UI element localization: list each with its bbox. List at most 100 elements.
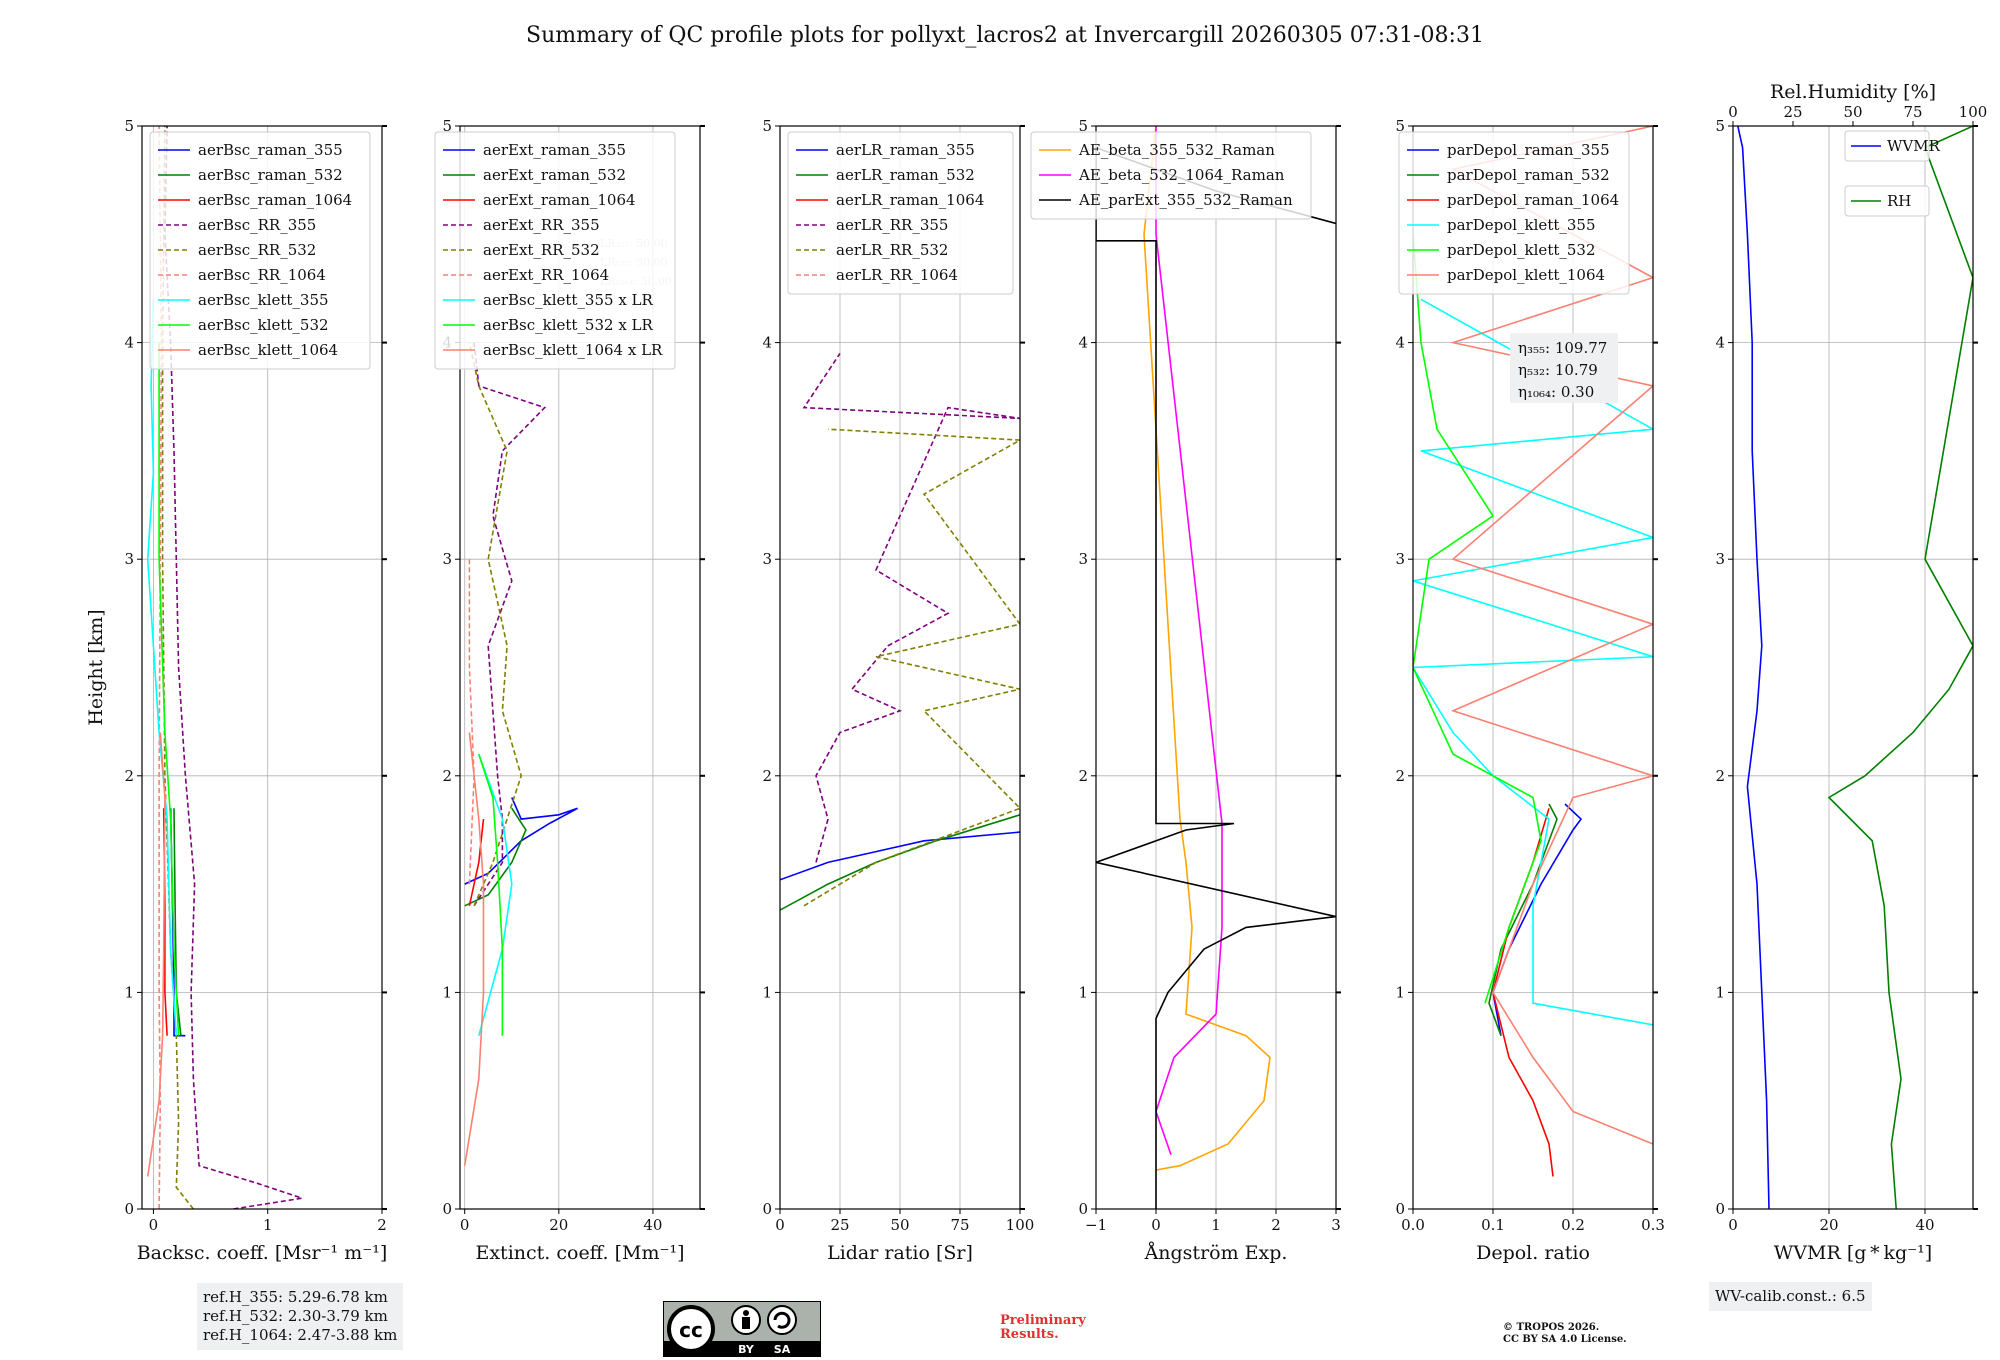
series-line-aerLR_raman_355 xyxy=(780,831,1020,881)
y-tick-label: 2 xyxy=(442,767,452,785)
x-axis-label: WVMR [g * kg⁻¹] xyxy=(1774,1242,1932,1264)
copyright-line-2: CC BY SA 4.0 License. xyxy=(1503,1334,1627,1345)
eta-label: η₁₀₆₄: 0.30 xyxy=(1518,383,1594,401)
panel-backscatter: 0 1 2 0 1 2 3 4 5 Backsc. coeff. [Msr⁻¹ m⁻¹] Heigh… xyxy=(85,117,387,1264)
top-axis-title: Rel.Humidity [%] xyxy=(1770,81,1936,103)
cc-sa-label: SA xyxy=(774,1343,791,1356)
axes-frame xyxy=(459,125,701,1210)
x-tick-label: 20 xyxy=(549,1216,568,1234)
series-group xyxy=(463,342,578,1166)
x-axis-label: Lidar ratio [Sr] xyxy=(827,1242,973,1264)
series-line-aerBsc_raman_532 xyxy=(173,808,182,1036)
legend-label: AE_beta_532_1064_Raman xyxy=(1078,166,1285,184)
legend-label: aerBsc_klett_355 x LR xyxy=(483,291,654,309)
axes-frame xyxy=(1732,125,1974,1210)
series-line-aerBsc_klett_532 x LR xyxy=(478,753,504,1036)
y-tick-label: 0 xyxy=(1078,1200,1088,1218)
legend-label: aerLR_raman_1064 xyxy=(836,191,984,209)
legend-box xyxy=(1844,130,1930,162)
series-line-aerExt_RR_355 xyxy=(473,342,547,907)
y-tick-label: 4 xyxy=(124,334,134,352)
legend-label: aerExt_raman_532 xyxy=(483,166,626,184)
x-tick-label: 40 xyxy=(643,1216,662,1234)
legend-label: AE_parExt_355_532_Raman xyxy=(1078,191,1293,209)
x-tick-label: −1 xyxy=(1085,1216,1107,1234)
series-line-aerExt_raman_532 xyxy=(464,807,527,907)
y-tick-label: 1 xyxy=(1395,983,1405,1001)
series-group xyxy=(1096,126,1336,1209)
preliminary-line-2: Results. xyxy=(1000,1327,1059,1342)
series-group xyxy=(780,352,1020,911)
x-tick-label: 1 xyxy=(263,1216,273,1234)
legend-label: aerBsc_raman_1064 xyxy=(198,191,352,209)
by-person-body-icon xyxy=(742,1317,750,1329)
series-line-AE_beta_532_1064_Raman xyxy=(1155,126,1223,1156)
legend-label: aerBsc_raman_355 xyxy=(198,141,343,159)
x-axis-label: Backsc. coeff. [Msr⁻¹ m⁻¹] xyxy=(137,1242,388,1264)
eta-label: η₅₃₂: 10.79 xyxy=(1518,361,1598,379)
y-tick-label: 5 xyxy=(1078,117,1088,135)
series-line-parDepol_raman_355 xyxy=(1492,803,1583,1036)
y-tick-label: 3 xyxy=(1078,550,1088,568)
legend-box xyxy=(149,131,371,370)
series-line-RH xyxy=(1827,126,1973,1209)
legend-label: aerBsc_klett_532 x LR xyxy=(483,316,654,334)
y-tick-label: 0 xyxy=(1395,1200,1405,1218)
legend-label: parDepol_raman_355 xyxy=(1447,141,1610,159)
x-tick-label: 2 xyxy=(377,1216,387,1234)
legend-label: parDepol_raman_532 xyxy=(1447,166,1610,184)
x-tick-label: 0.2 xyxy=(1561,1216,1585,1234)
y-tick-label: 3 xyxy=(1715,550,1725,568)
series-line-WVMR xyxy=(1737,126,1770,1209)
y-tick-label: 2 xyxy=(1395,767,1405,785)
legend-box xyxy=(434,131,676,370)
y-tick-label: 0 xyxy=(1715,1200,1725,1218)
x-tick-label: 75 xyxy=(950,1216,969,1234)
y-tick-label: 5 xyxy=(1715,117,1725,135)
legend-label: aerExt_raman_1064 xyxy=(483,191,636,209)
y-tick-label: 1 xyxy=(1715,983,1725,1001)
sa-arrow-icon xyxy=(773,1311,791,1329)
axes-frame xyxy=(141,125,383,1210)
panel-extinction: 02040012345Extinct. coeff. [Mm⁻¹]LR₃₅₅: … xyxy=(434,117,705,1264)
y-tick-label: 1 xyxy=(762,983,772,1001)
x-tick-label: 0.1 xyxy=(1481,1216,1505,1234)
ref-height-355: ref.H_355: 5.29-6.78 km xyxy=(203,1288,388,1306)
x-axis-label: Extinct. coeff. [Mm⁻¹] xyxy=(475,1242,684,1264)
cc-by-label: BY xyxy=(738,1343,755,1356)
legend-label: aerBsc_raman_532 xyxy=(198,166,343,184)
y-tick-label: 4 xyxy=(1715,334,1725,352)
series-line-parDepol_raman_532 xyxy=(1488,803,1558,1036)
legend-box xyxy=(787,131,1014,295)
series-line-aerBsc_klett_1064 x LR xyxy=(463,732,485,1166)
x-tick-label: 3 xyxy=(1331,1216,1341,1234)
legend-label: aerExt_raman_355 xyxy=(483,141,626,159)
series-line-aerExt_raman_1064 xyxy=(468,819,485,906)
series-line-aerExt_RR_1064 xyxy=(468,559,475,885)
ref-height-532: ref.H_532: 2.30-3.79 km xyxy=(203,1307,388,1325)
x-tick-label: 0.3 xyxy=(1641,1216,1665,1234)
x-tick-label: 2 xyxy=(1271,1216,1281,1234)
top-x-tick-label: 0 xyxy=(1728,103,1738,121)
legend-label: RH xyxy=(1887,192,1911,210)
legend-label: aerLR_raman_532 xyxy=(836,166,975,184)
x-tick-label: 0 xyxy=(1728,1216,1738,1234)
y-tick-label: 1 xyxy=(124,983,134,1001)
legend-label: aerBsc_RR_355 xyxy=(198,216,316,234)
legend-label: parDepol_klett_355 xyxy=(1447,216,1596,234)
series-line-parDepol_klett_532 xyxy=(1413,234,1542,1004)
y-tick-label: 4 xyxy=(762,334,772,352)
legend-label: aerBsc_klett_1064 x LR xyxy=(483,341,663,359)
wv-calibration-box: WV-calib.const.: 6.5 xyxy=(1709,1282,1872,1311)
legend-label: aerExt_RR_532 xyxy=(483,241,600,259)
y-tick-label: 2 xyxy=(1715,767,1725,785)
x-tick-label: 0.0 xyxy=(1401,1216,1425,1234)
eta-label: η₃₅₅: 109.77 xyxy=(1518,339,1607,357)
legend-box xyxy=(1844,185,1930,217)
y-tick-label: 4 xyxy=(1078,334,1088,352)
series-line-aerBsc_klett_355 x LR xyxy=(478,753,513,1036)
reference-height-box: ref.H_355: 5.29-6.78 km ref.H_532: 2.30-… xyxy=(197,1283,404,1350)
